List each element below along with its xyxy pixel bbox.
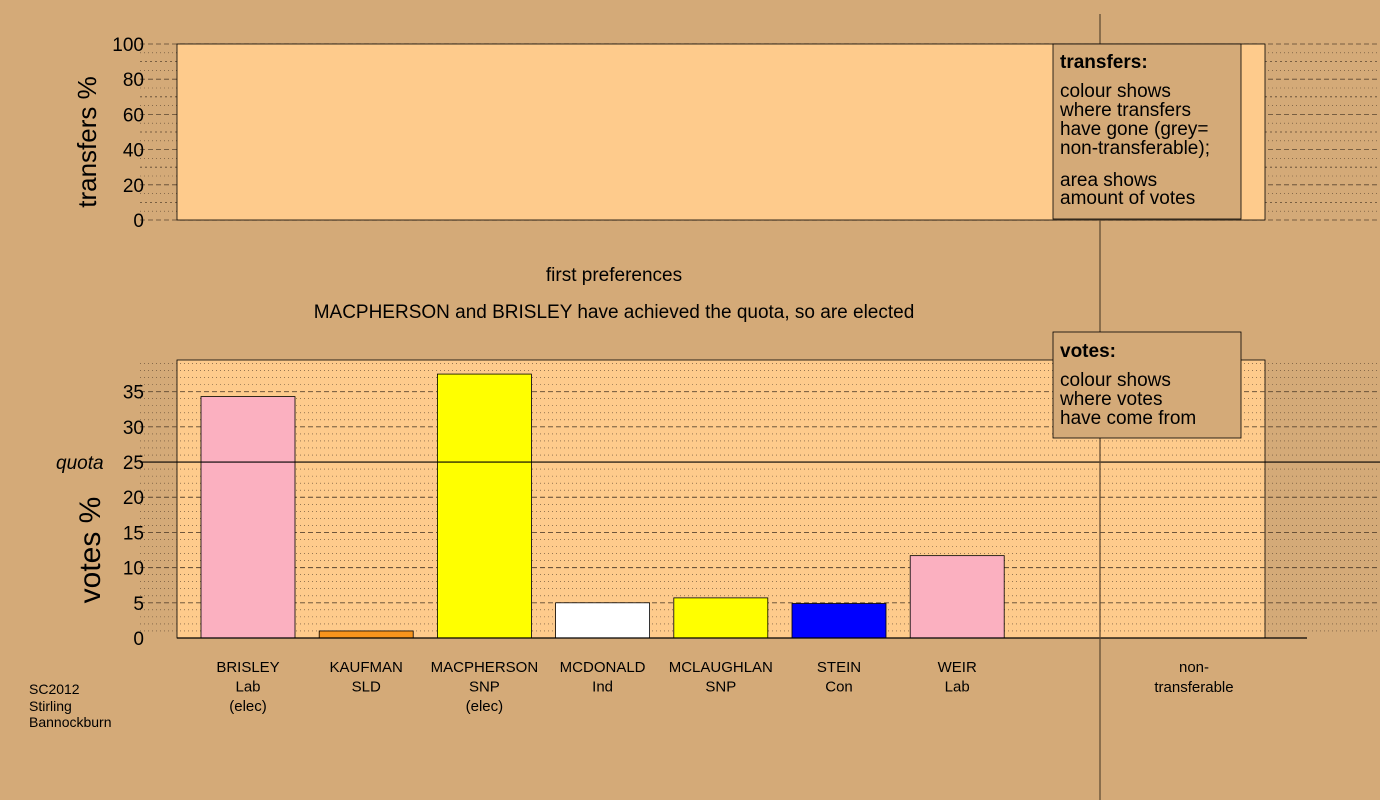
candidate-label: SNP — [469, 679, 500, 696]
votes-legend-line: colour shows — [1060, 370, 1171, 391]
votes-y-tick-label: 0 — [133, 629, 144, 650]
transfers-y-tick-label: 60 — [123, 105, 144, 126]
candidate-label: SLD — [352, 679, 381, 696]
footer-ward: Bannockburn — [29, 714, 112, 730]
candidate-label: (elec) — [466, 698, 504, 715]
candidate-label: MCLAUGHLAN — [669, 659, 773, 676]
candidate-label: Lab — [945, 679, 970, 696]
transfers-y-tick-label: 100 — [112, 35, 144, 56]
candidate-label: Ind — [592, 679, 613, 696]
bar-mcdonald — [555, 602, 650, 639]
candidate-label: MCDONALD — [560, 659, 646, 676]
transfers-y-tick-label: 20 — [123, 176, 144, 197]
candidate-label: KAUFMAN — [330, 659, 403, 676]
bar-brisley — [200, 396, 296, 639]
status-caption: MACPHERSON and BRISLEY have achieved the… — [314, 302, 915, 323]
candidate-label: Lab — [235, 679, 260, 696]
bar-weir — [909, 555, 1005, 639]
votes-legend: votes: colour shows where votes have com… — [1052, 331, 1242, 439]
votes-y-tick-label: 5 — [133, 594, 144, 615]
transfers-legend-line: non-transferable); — [1060, 138, 1210, 159]
candidate-label: WEIR — [938, 659, 977, 676]
votes-y-tick-label: 30 — [123, 418, 144, 439]
bar-stein — [791, 603, 887, 639]
bar-mclaughlan — [673, 597, 769, 639]
votes-y-axis-label: votes % — [74, 497, 107, 604]
transfers-legend-line: area shows — [1060, 170, 1157, 191]
transfers-y-ticks: 0 20 40 60 80 100 — [112, 35, 144, 232]
transfers-legend-line: where transfers — [1059, 100, 1191, 121]
candidate-label: STEIN — [817, 659, 861, 676]
footer-council: Stirling — [29, 698, 72, 714]
candidate-label: MACPHERSON — [431, 659, 539, 676]
votes-legend-box — [1052, 331, 1242, 439]
transfers-y-tick-label: 40 — [123, 141, 144, 162]
footer-election: SC2012 — [29, 681, 80, 697]
votes-y-ticks: 0 5 10 15 20 25 30 35 — [123, 383, 144, 650]
bar-kaufman — [318, 630, 414, 639]
transfers-legend: transfers: colour shows where transfers … — [1052, 43, 1242, 220]
nontransferable-label-line2: transferable — [1154, 679, 1233, 696]
nontransferable-label-line1: non- — [1179, 659, 1209, 676]
transfers-legend-title: transfers: — [1060, 52, 1148, 73]
transfers-y-tick-label: 80 — [123, 70, 144, 91]
candidate-label: Con — [825, 679, 853, 696]
votes-y-tick-label: 35 — [123, 383, 144, 404]
transfers-legend-line: have gone (grey= — [1060, 119, 1208, 140]
candidate-label: BRISLEY — [216, 659, 279, 676]
votes-y-tick-label: 10 — [123, 559, 144, 580]
votes-y-tick-label: 15 — [123, 523, 144, 544]
candidate-label: (elec) — [229, 698, 267, 715]
candidate-labels: BRISLEY Lab (elec) KAUFMAN SLD MACPHERSON SNP (… — [216, 659, 977, 715]
votes-legend-title: votes: — [1060, 341, 1116, 362]
votes-legend-line: have come from — [1060, 408, 1196, 429]
votes-y-tick-label: 25 — [123, 453, 144, 474]
stage-caption: first preferences — [546, 265, 682, 286]
votes-legend-line: where votes — [1059, 389, 1162, 410]
transfers-y-axis-label: transfers % — [72, 76, 102, 208]
transfers-y-tick-label: 0 — [133, 211, 144, 232]
transfers-legend-box — [1052, 43, 1242, 220]
quota-label: quota — [56, 453, 104, 474]
votes-bars — [200, 373, 1005, 639]
transfers-legend-line: amount of votes — [1060, 188, 1195, 209]
votes-y-tick-label: 20 — [123, 488, 144, 509]
candidate-label: SNP — [705, 679, 736, 696]
transfers-legend-line: colour shows — [1060, 81, 1171, 102]
bar-macpherson — [436, 373, 532, 639]
